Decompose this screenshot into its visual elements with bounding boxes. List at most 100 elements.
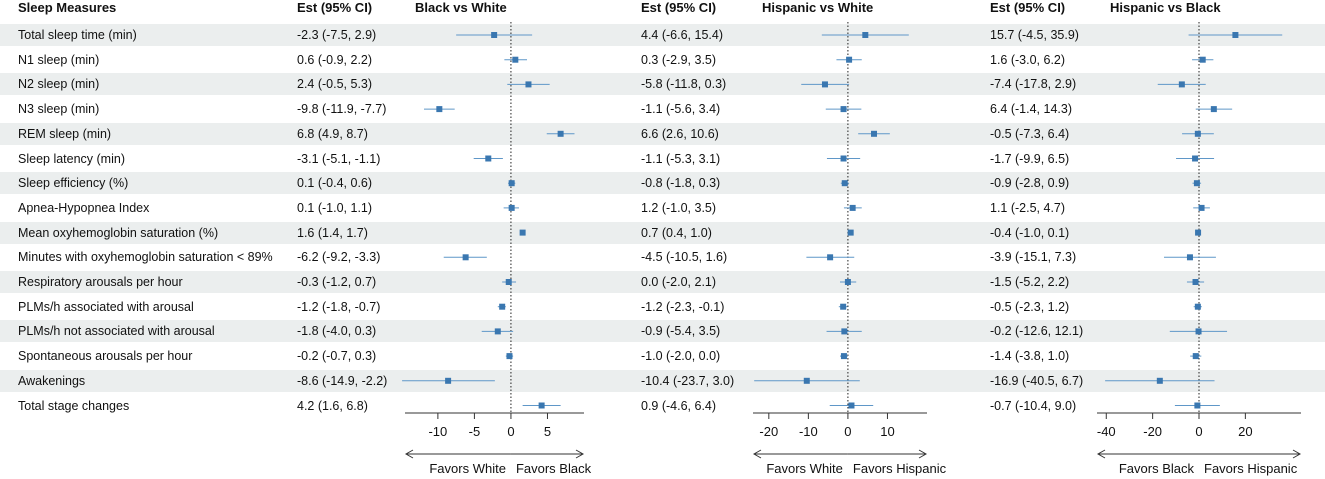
point-estimate-marker bbox=[1156, 377, 1163, 384]
point-estimate-marker bbox=[841, 180, 848, 187]
x-tick-label: 0 bbox=[507, 424, 514, 439]
row-band bbox=[0, 221, 1325, 244]
point-estimate-marker bbox=[525, 81, 532, 88]
estimate-text: -6.2 (-9.2, -3.3) bbox=[297, 250, 381, 265]
measure-label: Apnea-Hypopnea Index bbox=[18, 200, 150, 215]
estimate-text: 6.6 (2.6, 10.6) bbox=[641, 126, 719, 141]
x-tick-label: -40 bbox=[1097, 424, 1116, 439]
point-estimate-marker bbox=[1178, 81, 1185, 88]
point-estimate-marker bbox=[862, 32, 869, 38]
estimate-text: 0.3 (-2.9, 3.5) bbox=[641, 52, 717, 67]
estimate-text: -1.1 (-5.3, 3.1) bbox=[641, 151, 721, 166]
estimate-text: 6.4 (-1.4, 14.3) bbox=[990, 102, 1072, 117]
favors-left-arrowhead bbox=[752, 449, 762, 459]
estimate-text: -10.4 (-23.7, 3.0) bbox=[641, 373, 735, 388]
x-tick-label: -5 bbox=[469, 424, 481, 439]
estimate-text: 0.1 (-1.0, 1.1) bbox=[297, 200, 373, 215]
measure-label: Minutes with oxyhemoglobin saturation < … bbox=[18, 250, 273, 265]
x-tick-label: 20 bbox=[1238, 424, 1252, 439]
point-estimate-marker bbox=[840, 106, 847, 113]
estimate-text: 4.2 (1.6, 6.8) bbox=[297, 398, 368, 413]
sleep-measures-header: Sleep Measures bbox=[18, 0, 117, 15]
point-estimate-marker bbox=[494, 328, 501, 335]
estimate-text: -0.3 (-1.2, 0.7) bbox=[297, 275, 377, 289]
point-estimate-marker bbox=[844, 279, 851, 285]
estimate-text: 1.6 (-3.0, 6.2) bbox=[990, 52, 1066, 67]
point-estimate-marker bbox=[840, 303, 847, 310]
point-estimate-marker bbox=[557, 130, 564, 137]
point-estimate-marker bbox=[803, 377, 810, 384]
point-estimate-marker bbox=[512, 56, 519, 63]
estimate-text: -1.8 (-4.0, 0.3) bbox=[297, 324, 377, 339]
x-tick-label: 10 bbox=[880, 424, 894, 439]
measure-label: N1 sleep (min) bbox=[18, 52, 100, 67]
favors-left-arrowhead bbox=[1096, 449, 1106, 459]
panel-title: Black vs White bbox=[415, 0, 507, 15]
row-band bbox=[0, 369, 1325, 392]
measure-label: Sleep efficiency (%) bbox=[18, 176, 129, 191]
favors-left-label: Favors White bbox=[429, 461, 506, 476]
point-estimate-marker bbox=[841, 328, 848, 335]
measure-label: Respiratory arousals per hour bbox=[18, 275, 183, 289]
favors-right-label: Favors Hispanic bbox=[1204, 461, 1298, 476]
estimate-text: -0.7 (-10.4, 9.0) bbox=[990, 398, 1077, 413]
estimate-text: 1.1 (-2.5, 4.7) bbox=[990, 200, 1066, 215]
est-ci-header: Est (95% CI) bbox=[990, 0, 1066, 15]
estimate-text: -0.2 (-0.7, 0.3) bbox=[297, 349, 377, 364]
x-tick-label: -10 bbox=[428, 424, 447, 439]
est-ci-header: Est (95% CI) bbox=[641, 0, 717, 15]
estimate-text: -8.6 (-14.9, -2.2) bbox=[297, 373, 388, 388]
point-estimate-marker bbox=[1193, 180, 1200, 187]
point-estimate-marker bbox=[519, 229, 526, 236]
estimate-text: 0.1 (-0.4, 0.6) bbox=[297, 176, 373, 191]
favors-right-arrowhead bbox=[575, 449, 585, 459]
point-estimate-marker bbox=[506, 353, 513, 360]
estimate-text: 1.2 (-1.0, 3.5) bbox=[641, 200, 717, 215]
favors-left-label: Favors White bbox=[766, 461, 843, 476]
point-estimate-marker bbox=[1198, 204, 1205, 211]
point-estimate-marker bbox=[1186, 254, 1193, 261]
est-ci-header: Est (95% CI) bbox=[297, 0, 373, 15]
estimate-text: -0.5 (-7.3, 6.4) bbox=[990, 126, 1070, 141]
measure-label: PLMs/h not associated with arousal bbox=[18, 324, 215, 339]
row-band bbox=[0, 320, 1325, 343]
x-tick-label: 0 bbox=[1195, 424, 1202, 439]
measure-label: N3 sleep (min) bbox=[18, 102, 100, 117]
measure-label: N2 sleep (min) bbox=[18, 77, 100, 92]
measure-label: Awakenings bbox=[18, 373, 86, 388]
point-estimate-marker bbox=[1210, 106, 1217, 113]
estimate-text: -1.2 (-1.8, -0.7) bbox=[297, 299, 381, 314]
x-tick-label: -10 bbox=[799, 424, 818, 439]
estimate-text: -0.5 (-2.3, 1.2) bbox=[990, 299, 1070, 314]
favors-right-label: Favors Black bbox=[516, 461, 592, 476]
estimate-text: 0.6 (-0.9, 2.2) bbox=[297, 52, 373, 67]
estimate-text: 0.7 (0.4, 1.0) bbox=[641, 225, 712, 240]
favors-left-arrowhead bbox=[404, 449, 414, 459]
estimate-text: -0.9 (-2.8, 0.9) bbox=[990, 176, 1070, 191]
point-estimate-marker bbox=[1195, 229, 1202, 236]
point-estimate-marker bbox=[846, 56, 853, 63]
point-estimate-marker bbox=[1199, 56, 1206, 63]
estimate-text: -1.7 (-9.9, 6.5) bbox=[990, 151, 1070, 166]
favors-right-label: Favors Hispanic bbox=[853, 461, 947, 476]
point-estimate-marker bbox=[485, 155, 492, 162]
point-estimate-marker bbox=[849, 204, 856, 211]
point-estimate-marker bbox=[840, 155, 847, 162]
measure-label: Mean oxyhemoglobin saturation (%) bbox=[18, 225, 219, 240]
measure-label: REM sleep (min) bbox=[18, 126, 112, 141]
point-estimate-marker bbox=[499, 303, 506, 310]
point-estimate-marker bbox=[1194, 402, 1201, 409]
estimate-text: 2.4 (-0.5, 5.3) bbox=[297, 77, 373, 92]
estimate-text: -1.2 (-2.3, -0.1) bbox=[641, 299, 725, 314]
favors-left-label: Favors Black bbox=[1119, 461, 1195, 476]
point-estimate-marker bbox=[508, 180, 515, 187]
estimate-text: -3.9 (-15.1, 7.3) bbox=[990, 250, 1077, 265]
estimate-text: -0.8 (-1.8, 0.3) bbox=[641, 176, 721, 191]
estimate-text: -0.4 (-1.0, 0.1) bbox=[990, 225, 1070, 240]
estimate-text: -9.8 (-11.9, -7.7) bbox=[297, 102, 387, 117]
row-band bbox=[0, 271, 1325, 293]
estimate-text: 4.4 (-6.6, 15.4) bbox=[641, 28, 723, 42]
measure-label: Total sleep time (min) bbox=[18, 28, 137, 42]
